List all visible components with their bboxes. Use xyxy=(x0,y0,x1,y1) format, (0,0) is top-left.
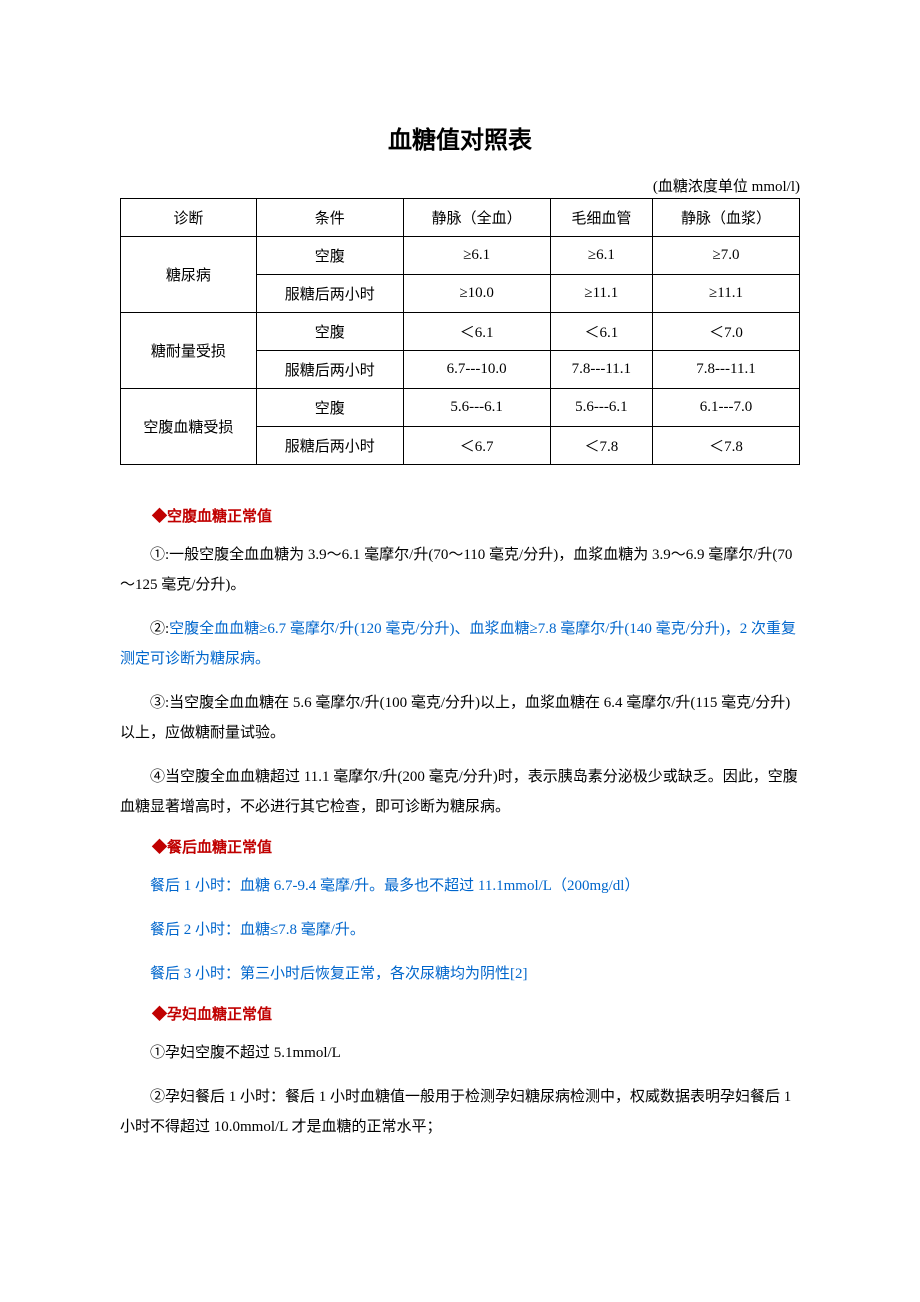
para-blue: 餐后 1 小时：血糖 6.7-9.4 毫摩/升。最多也不超过 11.1mmol/… xyxy=(120,871,800,901)
cell: 6.7---10.0 xyxy=(403,351,550,389)
para: ②孕妇餐后 1 小时：餐后 1 小时血糖值一般用于检测孕妇糖尿病检测中，权威数据… xyxy=(120,1082,800,1142)
col-diag: 诊断 xyxy=(121,199,257,237)
unit-label: (血糖浓度单位 mmol/l) xyxy=(120,175,800,196)
cell: ＜6.7 xyxy=(403,427,550,465)
cell: 7.8---11.1 xyxy=(550,351,652,389)
para: ④当空腹全血血糖超过 11.1 毫摩尔/升(200 毫克/分升)时，表示胰岛素分… xyxy=(120,762,800,822)
para: ①:一般空腹全血血糖为 3.9～6.1 毫摩尔/升(70～110 毫克/分升)，… xyxy=(120,540,800,600)
cell: 服糖后两小时 xyxy=(256,427,403,465)
cell: 空腹 xyxy=(256,389,403,427)
cell: ≥6.1 xyxy=(550,237,652,275)
cell: 服糖后两小时 xyxy=(256,275,403,313)
reference-table: 诊断 条件 静脉（全血） 毛细血管 静脉（血浆） 糖尿病空腹≥6.1≥6.1≥7… xyxy=(120,198,800,465)
diag-cell: 糖耐量受损 xyxy=(121,313,257,389)
para-blue: 餐后 2 小时：血糖≤7.8 毫摩/升。 xyxy=(120,915,800,945)
para-blue: 餐后 3 小时：第三小时后恢复正常，各次尿糖均为阴性[2] xyxy=(120,959,800,989)
table-row: 糖尿病空腹≥6.1≥6.1≥7.0 xyxy=(121,237,800,275)
cell: 7.8---11.1 xyxy=(653,351,800,389)
diag-cell: 空腹血糖受损 xyxy=(121,389,257,465)
diag-cell: 糖尿病 xyxy=(121,237,257,313)
section-head-pregnant: ◆孕妇血糖正常值 xyxy=(152,1003,800,1024)
cell: 5.6---6.1 xyxy=(550,389,652,427)
cell: 5.6---6.1 xyxy=(403,389,550,427)
para: ②:空腹全血血糖≥6.7 毫摩尔/升(120 毫克/分升)、血浆血糖≥7.8 毫… xyxy=(120,614,800,674)
cell: 空腹 xyxy=(256,237,403,275)
cell: ≥11.1 xyxy=(653,275,800,313)
table-row: 空腹血糖受损空腹5.6---6.15.6---6.16.1---7.0 xyxy=(121,389,800,427)
cell: ＜6.1 xyxy=(550,313,652,351)
cell: 服糖后两小时 xyxy=(256,351,403,389)
para: ③:当空腹全血血糖在 5.6 毫摩尔/升(100 毫克/分升)以上，血浆血糖在 … xyxy=(120,688,800,748)
cell: ＜7.8 xyxy=(653,427,800,465)
cell: ≥6.1 xyxy=(403,237,550,275)
cell: 6.1---7.0 xyxy=(653,389,800,427)
table-header-row: 诊断 条件 静脉（全血） 毛细血管 静脉（血浆） xyxy=(121,199,800,237)
cell: ≥7.0 xyxy=(653,237,800,275)
para: ①孕妇空腹不超过 5.1mmol/L xyxy=(120,1038,800,1068)
col-vein-whole: 静脉（全血） xyxy=(403,199,550,237)
para-prefix: ②: xyxy=(150,621,169,637)
cell: ≥11.1 xyxy=(550,275,652,313)
col-cond: 条件 xyxy=(256,199,403,237)
col-capillary: 毛细血管 xyxy=(550,199,652,237)
cell: 空腹 xyxy=(256,313,403,351)
cell: ＜6.1 xyxy=(403,313,550,351)
page-title: 血糖值对照表 xyxy=(120,120,800,155)
table-row: 糖耐量受损空腹＜6.1＜6.1＜7.0 xyxy=(121,313,800,351)
cell: ＜7.8 xyxy=(550,427,652,465)
section-head-postmeal: ◆餐后血糖正常值 xyxy=(152,836,800,857)
para-blue: 空腹全血血糖≥6.7 毫摩尔/升(120 毫克/分升)、血浆血糖≥7.8 毫摩尔… xyxy=(120,621,796,667)
col-vein-plasma: 静脉（血浆） xyxy=(653,199,800,237)
cell: ≥10.0 xyxy=(403,275,550,313)
cell: ＜7.0 xyxy=(653,313,800,351)
section-head-fasting: ◆空腹血糖正常值 xyxy=(152,505,800,526)
